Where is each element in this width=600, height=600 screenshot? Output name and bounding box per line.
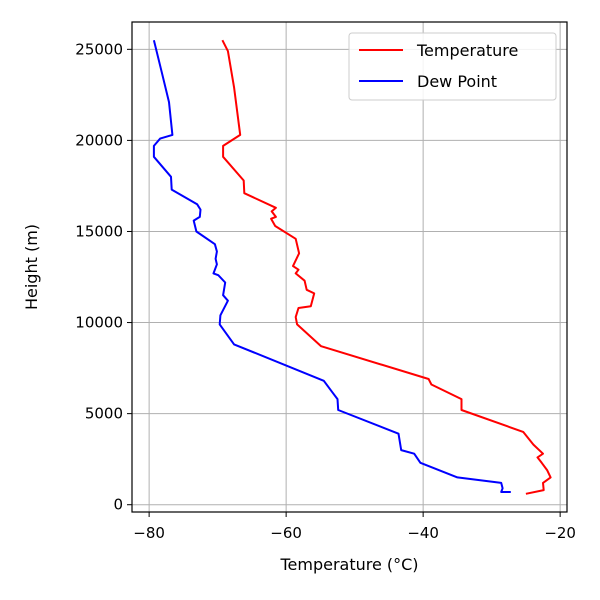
legend-label-temperature: Temperature — [416, 41, 518, 60]
axis-ticks: −80 −60 −40 −20 0 5000 10000 15000 20000 25000 — [75, 40, 576, 542]
y-tick-label: 0 — [113, 496, 123, 514]
y-tick-label: 5000 — [85, 405, 123, 423]
y-axis-label: Height (m) — [22, 224, 41, 310]
x-tick-label: −20 — [544, 524, 576, 542]
series-line-dew-point — [152, 39, 511, 493]
x-tick-label: −60 — [270, 524, 302, 542]
plot-frame — [131, 21, 568, 513]
y-tick-label: 15000 — [75, 222, 123, 240]
legend-label-dew-point: Dew Point — [417, 72, 497, 91]
legend: Temperature Dew Point — [348, 32, 557, 101]
x-axis-label: Temperature (°C) — [279, 555, 418, 574]
series-line-temperature — [221, 39, 552, 495]
y-tick-label: 20000 — [75, 131, 123, 149]
y-tick-label: 25000 — [75, 40, 123, 58]
x-tick-label: −80 — [133, 524, 165, 542]
series-lines — [152, 39, 552, 495]
y-tick-label: 10000 — [75, 314, 123, 332]
x-tick-label: −40 — [407, 524, 439, 542]
